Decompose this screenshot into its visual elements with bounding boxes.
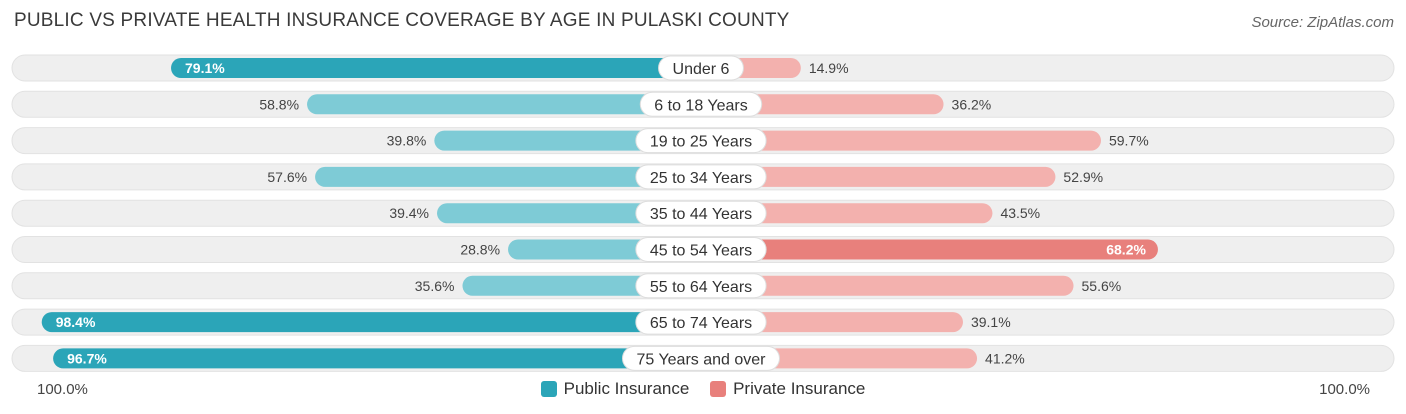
value-label-public: 79.1% bbox=[185, 60, 225, 76]
legend-item-private: Private Insurance bbox=[710, 379, 865, 399]
value-label-public: 35.6% bbox=[415, 278, 455, 294]
category-pill bbox=[635, 200, 767, 226]
value-label-private: 41.2% bbox=[985, 350, 1025, 366]
bar-public bbox=[437, 203, 701, 224]
legend: Public Insurance Private Insurance bbox=[0, 379, 1406, 402]
category-label: 35 to 44 Years bbox=[650, 206, 752, 223]
category-pill bbox=[622, 345, 780, 371]
category-label: 45 to 54 Years bbox=[650, 243, 752, 260]
category-pill bbox=[635, 273, 767, 299]
value-label-public: 57.6% bbox=[267, 169, 307, 185]
value-label-private: 39.1% bbox=[971, 314, 1011, 330]
axis-right-label: 100.0% bbox=[1319, 381, 1370, 398]
category-label: 65 to 74 Years bbox=[650, 315, 752, 332]
bar-public bbox=[315, 166, 701, 187]
bar-public bbox=[41, 312, 702, 333]
legend-label-private: Private Insurance bbox=[733, 379, 866, 398]
category-label: 75 Years and over bbox=[637, 351, 767, 368]
category-pill bbox=[639, 91, 763, 117]
bar-public bbox=[53, 348, 702, 369]
category-pill bbox=[635, 128, 767, 154]
category-label: 19 to 25 Years bbox=[650, 134, 752, 151]
bar-private bbox=[701, 166, 1056, 187]
legend-label-public: Public Insurance bbox=[563, 379, 690, 398]
bar-private bbox=[701, 94, 944, 115]
legend-item-public: Public Insurance bbox=[540, 379, 690, 399]
category-pill bbox=[658, 55, 744, 81]
bar-public bbox=[171, 58, 701, 78]
category-pill bbox=[635, 237, 767, 262]
bar-public bbox=[307, 94, 701, 115]
diverging-bar-chart: 79.1% 14.9% Under 6 58.8% 36.2% 6 to 18 Years… bbox=[11, 54, 1395, 372]
value-label-private: 59.7% bbox=[1109, 133, 1149, 149]
value-label-private: 14.9% bbox=[809, 60, 849, 76]
bar-private bbox=[701, 275, 1074, 296]
category-label: 25 to 34 Years bbox=[650, 170, 752, 187]
bar-private bbox=[701, 239, 1158, 260]
source-label: Source: ZipAtlas.com bbox=[1251, 14, 1394, 31]
value-label-private: 52.9% bbox=[1063, 169, 1103, 185]
category-label: Under 6 bbox=[673, 61, 730, 78]
category-label: 6 to 18 Years bbox=[654, 97, 747, 114]
chart-title: PUBLIC VS PRIVATE HEALTH INSURANCE COVER… bbox=[14, 10, 790, 31]
value-label-private: 55.6% bbox=[1082, 278, 1122, 294]
bar-public bbox=[434, 130, 701, 151]
category-pill bbox=[635, 164, 767, 190]
bar-private bbox=[701, 130, 1101, 151]
value-label-public: 39.8% bbox=[387, 133, 427, 149]
bar-private bbox=[701, 312, 963, 333]
value-label-private: 43.5% bbox=[1000, 205, 1040, 221]
value-label-public: 28.8% bbox=[460, 242, 500, 258]
value-label-private: 68.2% bbox=[1106, 242, 1146, 258]
value-label-public: 96.7% bbox=[67, 350, 107, 366]
legend-swatch-public bbox=[540, 381, 557, 397]
axis-left-label: 100.0% bbox=[37, 381, 88, 398]
category-pill bbox=[635, 309, 767, 335]
category-label: 55 to 64 Years bbox=[650, 279, 752, 296]
legend-swatch-private bbox=[710, 381, 727, 397]
value-label-private: 36.2% bbox=[952, 96, 992, 112]
value-label-public: 58.8% bbox=[259, 96, 299, 112]
bar-private bbox=[701, 203, 993, 224]
value-label-public: 98.4% bbox=[56, 314, 96, 330]
value-label-public: 39.4% bbox=[389, 205, 429, 221]
